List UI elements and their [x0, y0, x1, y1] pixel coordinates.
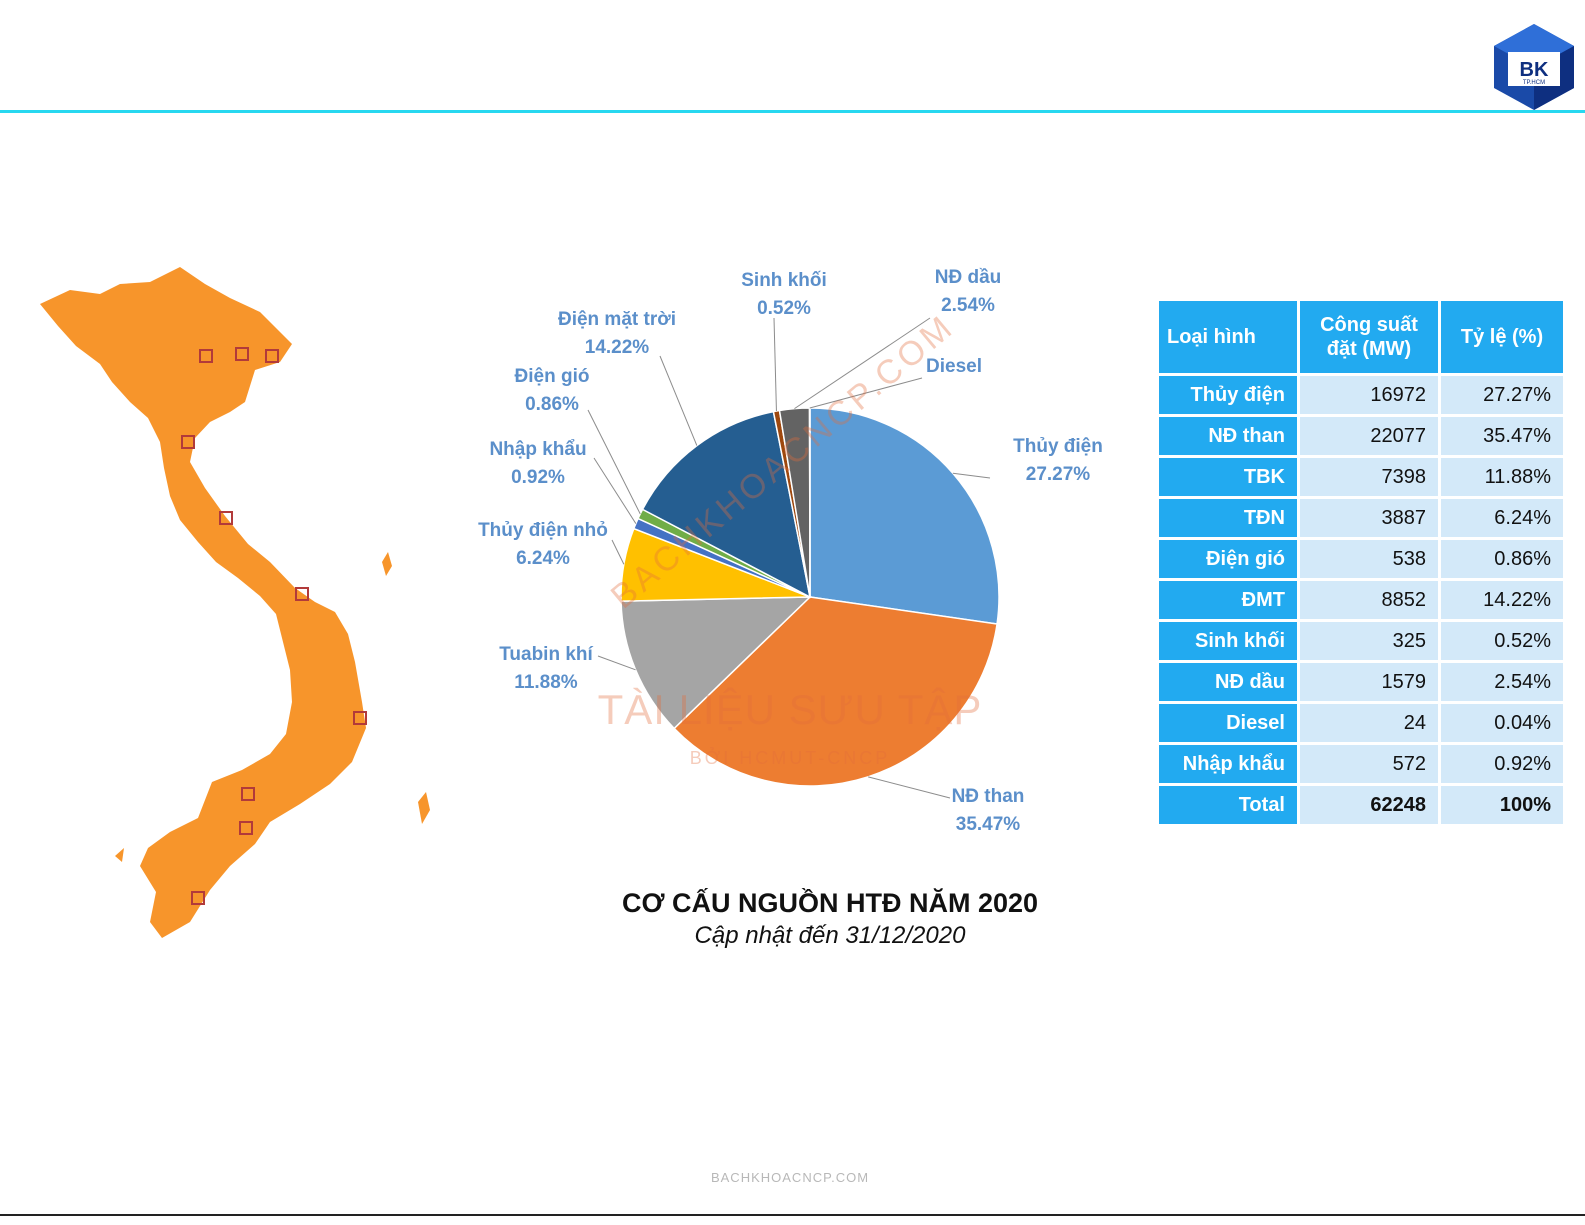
logo-subtext: TP.HCM — [1523, 80, 1545, 86]
type-cell: ĐMT — [1159, 581, 1297, 619]
slice-value-label: 35.47% — [956, 814, 1021, 835]
table-row: NĐ dầu 1579 2.54% — [1159, 663, 1563, 701]
slice-name-label: Nhập khẩu — [489, 439, 586, 460]
chart-title: CƠ CẤU NGUỒN HTĐ NĂM 2020 — [621, 888, 1039, 918]
pie-slice-2 — [620, 596, 812, 730]
slice-name-label: Sinh khối — [741, 270, 827, 291]
table-row: ĐMT 8852 14.22% — [1159, 581, 1563, 619]
capacity-cell: 24 — [1300, 704, 1438, 742]
slice-name-label: Tuabin khí — [499, 644, 593, 665]
table-total-row: Total 62248 100% — [1159, 786, 1563, 824]
header-capacity: Công suất đặt (MW) — [1300, 301, 1438, 373]
footer-divider — [0, 1214, 1585, 1216]
leader-line-7 — [773, 317, 777, 412]
header-divider — [0, 110, 1585, 113]
header-ratio: Tỷ lệ (%) — [1441, 301, 1563, 373]
slice-name-label: Điện gió — [515, 366, 590, 387]
leader-line-6 — [659, 355, 698, 446]
pie-slice-6 — [641, 410, 812, 599]
capacity-cell: 572 — [1300, 745, 1438, 783]
capacity-table: Loại hình Công suất đặt (MW) Tỷ lệ (%) T… — [1156, 298, 1566, 827]
ratio-cell: 0.92% — [1441, 745, 1563, 783]
table-row: NĐ than 22077 35.47% — [1159, 417, 1563, 455]
type-cell: Thủy điện — [1159, 376, 1297, 414]
header-type: Loại hình — [1159, 301, 1297, 373]
capacity-cell: 7398 — [1300, 458, 1438, 496]
leader-line-4 — [593, 457, 637, 524]
capacity-cell: 16972 — [1300, 376, 1438, 414]
table-row: Sinh khối 325 0.52% — [1159, 622, 1563, 660]
type-cell: Sinh khối — [1159, 622, 1297, 660]
capacity-cell: 62248 — [1300, 786, 1438, 824]
ratio-cell: 6.24% — [1441, 499, 1563, 537]
ratio-cell: 0.86% — [1441, 540, 1563, 578]
capacity-cell: 325 — [1300, 622, 1438, 660]
ratio-cell: 35.47% — [1441, 417, 1563, 455]
ratio-cell: 2.54% — [1441, 663, 1563, 701]
type-cell: TĐN — [1159, 499, 1297, 537]
table-row: Điện gió 538 0.86% — [1159, 540, 1563, 578]
slice-name-label: Điện mặt trời — [558, 309, 676, 330]
leader-line-0 — [952, 472, 991, 479]
vietnam-map — [40, 267, 430, 938]
slice-name-label: Diesel — [926, 356, 982, 377]
ratio-cell: 0.04% — [1441, 704, 1563, 742]
type-cell: Total — [1159, 786, 1297, 824]
slice-value-label: 27.27% — [1026, 464, 1091, 485]
table-row: TBK 7398 11.88% — [1159, 458, 1563, 496]
chart-subtitle: Cập nhật đến 31/12/2020 — [694, 922, 966, 949]
ratio-cell: 100% — [1441, 786, 1563, 824]
table-row: TĐN 3887 6.24% — [1159, 499, 1563, 537]
capacity-cell: 3887 — [1300, 499, 1438, 537]
slice-value-label: 0.86% — [525, 394, 579, 415]
slice-value-label: 0.52% — [757, 298, 811, 319]
table-row: Thủy điện 16972 27.27% — [1159, 376, 1563, 414]
slice-value-label: 6.24% — [516, 548, 570, 569]
slice-value-label: 2.54% — [941, 295, 995, 316]
footer-watermark: BACHKHOACNCP.COM — [710, 1170, 870, 1185]
slice-name-label: Thủy điện nhỏ — [478, 520, 608, 541]
ratio-cell: 14.22% — [1441, 581, 1563, 619]
pie-chart: Thủy điện 27.27% NĐ than 35.47% Tuabin khí 11… — [478, 267, 1103, 835]
leader-line-3 — [611, 539, 625, 565]
capacity-cell: 1579 — [1300, 663, 1438, 701]
slice-value-label: 14.22% — [585, 337, 650, 358]
capacity-cell: 538 — [1300, 540, 1438, 578]
type-cell: TBK — [1159, 458, 1297, 496]
capacity-cell: 22077 — [1300, 417, 1438, 455]
slice-value-label: 11.88% — [514, 672, 577, 693]
slice-value-label: 0.92% — [511, 467, 565, 488]
leader-line-9 — [809, 377, 923, 409]
type-cell: NĐ dầu — [1159, 663, 1297, 701]
ratio-cell: 0.52% — [1441, 622, 1563, 660]
slice-name-label: Thủy điện — [1013, 436, 1103, 457]
capacity-cell: 8852 — [1300, 581, 1438, 619]
table-row: Diesel 24 0.04% — [1159, 704, 1563, 742]
watermark-sub: BỞI HCMUT-CNCP — [689, 748, 891, 768]
slice-name-label: NĐ dầu — [935, 267, 1002, 288]
logo-text: BK — [1520, 59, 1549, 81]
leader-line-2 — [597, 655, 636, 671]
pie-slice-0 — [809, 407, 1000, 625]
table-row: Nhập khẩu 572 0.92% — [1159, 745, 1563, 783]
leader-line-8 — [794, 317, 931, 410]
type-cell: NĐ than — [1159, 417, 1297, 455]
watermark-main: TÀI LIỆU SƯU TẬP — [597, 686, 983, 733]
ratio-cell: 27.27% — [1441, 376, 1563, 414]
table-header-row: Loại hình Công suất đặt (MW) Tỷ lệ (%) — [1159, 301, 1563, 373]
type-cell: Nhập khẩu — [1159, 745, 1297, 783]
bk-logo: BK TP.HCM — [1494, 24, 1574, 110]
leader-line-5 — [587, 409, 641, 515]
leader-line-1 — [868, 776, 951, 799]
ratio-cell: 11.88% — [1441, 458, 1563, 496]
type-cell: Diesel — [1159, 704, 1297, 742]
pie-slice-1 — [673, 596, 998, 787]
type-cell: Điện gió — [1159, 540, 1297, 578]
slice-name-label: NĐ than — [952, 786, 1025, 807]
